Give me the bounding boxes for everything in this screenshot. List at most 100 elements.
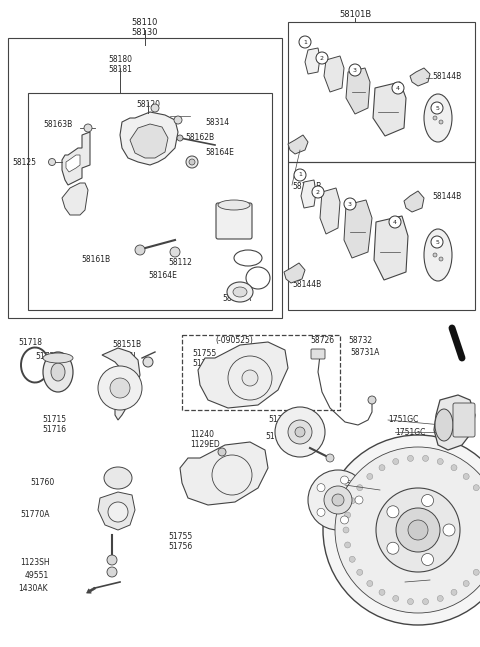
Text: 11240
1129ED: 11240 1129ED bbox=[190, 430, 220, 450]
Text: 58162B: 58162B bbox=[185, 133, 214, 142]
Text: 51751: 51751 bbox=[268, 415, 292, 424]
Text: 51755
51756: 51755 51756 bbox=[192, 349, 216, 368]
Text: 1: 1 bbox=[298, 173, 302, 177]
Polygon shape bbox=[434, 395, 475, 450]
Text: 58101B: 58101B bbox=[339, 10, 371, 19]
Circle shape bbox=[48, 159, 56, 166]
Circle shape bbox=[392, 82, 404, 94]
Ellipse shape bbox=[43, 352, 73, 392]
Circle shape bbox=[151, 104, 159, 112]
Polygon shape bbox=[404, 191, 424, 212]
Polygon shape bbox=[98, 492, 135, 530]
Text: 58726: 58726 bbox=[310, 336, 334, 345]
Text: 51755
51756: 51755 51756 bbox=[168, 532, 192, 551]
Circle shape bbox=[379, 465, 385, 470]
Circle shape bbox=[345, 512, 350, 518]
Circle shape bbox=[349, 64, 361, 76]
Polygon shape bbox=[120, 112, 178, 165]
Circle shape bbox=[439, 257, 443, 261]
Ellipse shape bbox=[424, 94, 452, 142]
Text: 4: 4 bbox=[396, 85, 400, 91]
Circle shape bbox=[393, 459, 399, 465]
Circle shape bbox=[84, 124, 92, 132]
Circle shape bbox=[463, 474, 469, 479]
Circle shape bbox=[345, 542, 350, 548]
Circle shape bbox=[299, 36, 311, 48]
Text: 58144B: 58144B bbox=[432, 192, 461, 201]
Circle shape bbox=[451, 589, 457, 595]
Circle shape bbox=[408, 598, 413, 604]
Text: 2: 2 bbox=[320, 56, 324, 61]
Circle shape bbox=[387, 542, 399, 554]
Circle shape bbox=[433, 116, 437, 120]
Polygon shape bbox=[346, 68, 370, 114]
Circle shape bbox=[98, 366, 142, 410]
Bar bbox=[8, 38, 282, 318]
Text: 51752: 51752 bbox=[265, 432, 289, 441]
Circle shape bbox=[421, 553, 433, 565]
Circle shape bbox=[242, 370, 258, 386]
Circle shape bbox=[357, 485, 363, 490]
Circle shape bbox=[143, 357, 153, 367]
Text: 58113: 58113 bbox=[220, 207, 244, 216]
Text: 3: 3 bbox=[353, 67, 357, 72]
Text: 58110
58130: 58110 58130 bbox=[132, 18, 158, 38]
Circle shape bbox=[218, 448, 226, 456]
Circle shape bbox=[433, 253, 437, 257]
Circle shape bbox=[376, 488, 460, 572]
Text: 51718: 51718 bbox=[18, 338, 42, 347]
Text: 58732: 58732 bbox=[348, 336, 372, 345]
Circle shape bbox=[463, 580, 469, 587]
Circle shape bbox=[108, 502, 128, 522]
Text: 58164E: 58164E bbox=[148, 271, 177, 280]
Polygon shape bbox=[288, 135, 308, 154]
Circle shape bbox=[344, 198, 356, 210]
Polygon shape bbox=[344, 200, 372, 258]
Circle shape bbox=[343, 527, 349, 533]
Polygon shape bbox=[373, 82, 406, 136]
Circle shape bbox=[355, 496, 363, 504]
Circle shape bbox=[389, 216, 401, 228]
Ellipse shape bbox=[227, 282, 253, 302]
Circle shape bbox=[110, 378, 130, 398]
Circle shape bbox=[437, 595, 443, 602]
FancyBboxPatch shape bbox=[453, 403, 475, 437]
Circle shape bbox=[174, 116, 182, 124]
Circle shape bbox=[473, 569, 479, 575]
FancyBboxPatch shape bbox=[311, 349, 325, 359]
Ellipse shape bbox=[43, 353, 73, 363]
Text: 58164E: 58164E bbox=[205, 148, 234, 157]
Circle shape bbox=[367, 580, 373, 587]
Circle shape bbox=[107, 555, 117, 565]
Circle shape bbox=[107, 567, 117, 577]
Circle shape bbox=[451, 465, 457, 470]
Polygon shape bbox=[62, 132, 90, 185]
Text: 51715
51716: 51715 51716 bbox=[42, 415, 66, 434]
Ellipse shape bbox=[104, 467, 132, 489]
Circle shape bbox=[431, 236, 443, 248]
Circle shape bbox=[367, 474, 373, 479]
Text: 51760: 51760 bbox=[30, 478, 54, 487]
Circle shape bbox=[393, 595, 399, 602]
Text: 58144B: 58144B bbox=[432, 72, 461, 81]
Circle shape bbox=[349, 556, 355, 562]
Text: 2: 2 bbox=[316, 190, 320, 195]
Circle shape bbox=[357, 569, 363, 575]
Circle shape bbox=[443, 524, 455, 536]
Text: 4: 4 bbox=[393, 219, 397, 225]
Text: 1: 1 bbox=[303, 39, 307, 45]
Circle shape bbox=[437, 459, 443, 465]
Text: 1751GC: 1751GC bbox=[388, 415, 419, 424]
Circle shape bbox=[312, 186, 324, 198]
Circle shape bbox=[422, 598, 429, 604]
Circle shape bbox=[317, 509, 325, 516]
Polygon shape bbox=[102, 348, 140, 420]
Circle shape bbox=[294, 169, 306, 181]
Bar bbox=[288, 162, 475, 310]
Circle shape bbox=[335, 447, 480, 613]
Text: 58112: 58112 bbox=[168, 258, 192, 267]
Text: 49551: 49551 bbox=[25, 571, 49, 580]
Text: 5: 5 bbox=[435, 239, 439, 245]
Circle shape bbox=[439, 120, 443, 124]
Circle shape bbox=[308, 470, 368, 530]
